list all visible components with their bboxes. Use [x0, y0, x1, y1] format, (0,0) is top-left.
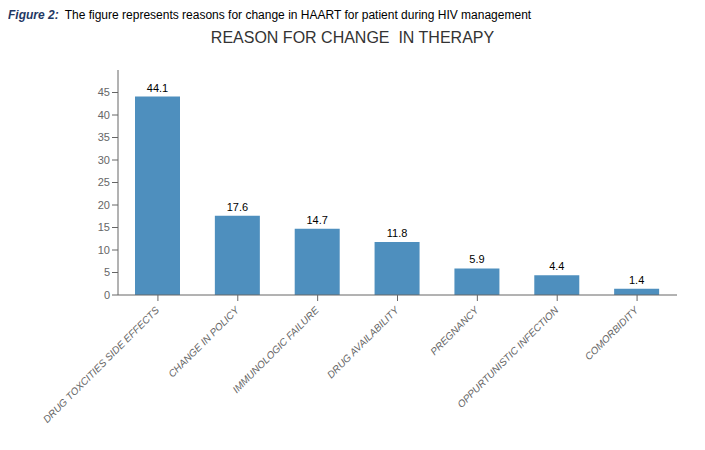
- svg-text:11.8: 11.8: [387, 227, 408, 239]
- svg-text:40: 40: [98, 109, 110, 121]
- svg-text:15: 15: [98, 221, 110, 233]
- svg-text:4.4: 4.4: [549, 260, 564, 272]
- svg-text:35: 35: [98, 131, 110, 143]
- svg-text:COMORBIDITY: COMORBIDITY: [583, 304, 642, 363]
- svg-text:1.4: 1.4: [629, 274, 644, 286]
- svg-text:0: 0: [104, 289, 110, 301]
- svg-text:IMMUNOLOGIC FAILURE: IMMUNOLOGIC FAILURE: [230, 304, 321, 395]
- svg-text:17.6: 17.6: [227, 201, 248, 213]
- svg-text:DRUG TOXCITIES SIDE EFFECTS: DRUG TOXCITIES SIDE EFFECTS: [41, 304, 162, 425]
- svg-text:14.7: 14.7: [307, 214, 328, 226]
- svg-text:44.1: 44.1: [147, 82, 168, 94]
- svg-text:25: 25: [98, 176, 110, 188]
- html-text:The figure represents reasons: The figure represents reasons for change…: [64, 8, 532, 22]
- html-text:REASON FOR CHANGE IN THERAPY: REASON FOR CHANGE IN THERAPY: [210, 29, 495, 46]
- svg-text:20: 20: [98, 199, 110, 211]
- svg-text:PREGNANCY: PREGNANCY: [428, 304, 482, 358]
- svg-text:5: 5: [104, 266, 110, 278]
- html-text:Figure 2:: Figure 2:: [8, 8, 59, 22]
- svg-text:30: 30: [98, 154, 110, 166]
- svg-text:DRUG AVAILABILITY: DRUG AVAILABILITY: [325, 304, 402, 381]
- svg-text:CHANGE IN POLICY: CHANGE IN POLICY: [166, 304, 242, 380]
- svg-text:OPPURTUNISTIC INFECTION: OPPURTUNISTIC INFECTION: [455, 304, 561, 410]
- svg-text:5.9: 5.9: [469, 253, 484, 265]
- svg-text:10: 10: [98, 244, 110, 256]
- svg-text:45: 45: [98, 86, 110, 98]
